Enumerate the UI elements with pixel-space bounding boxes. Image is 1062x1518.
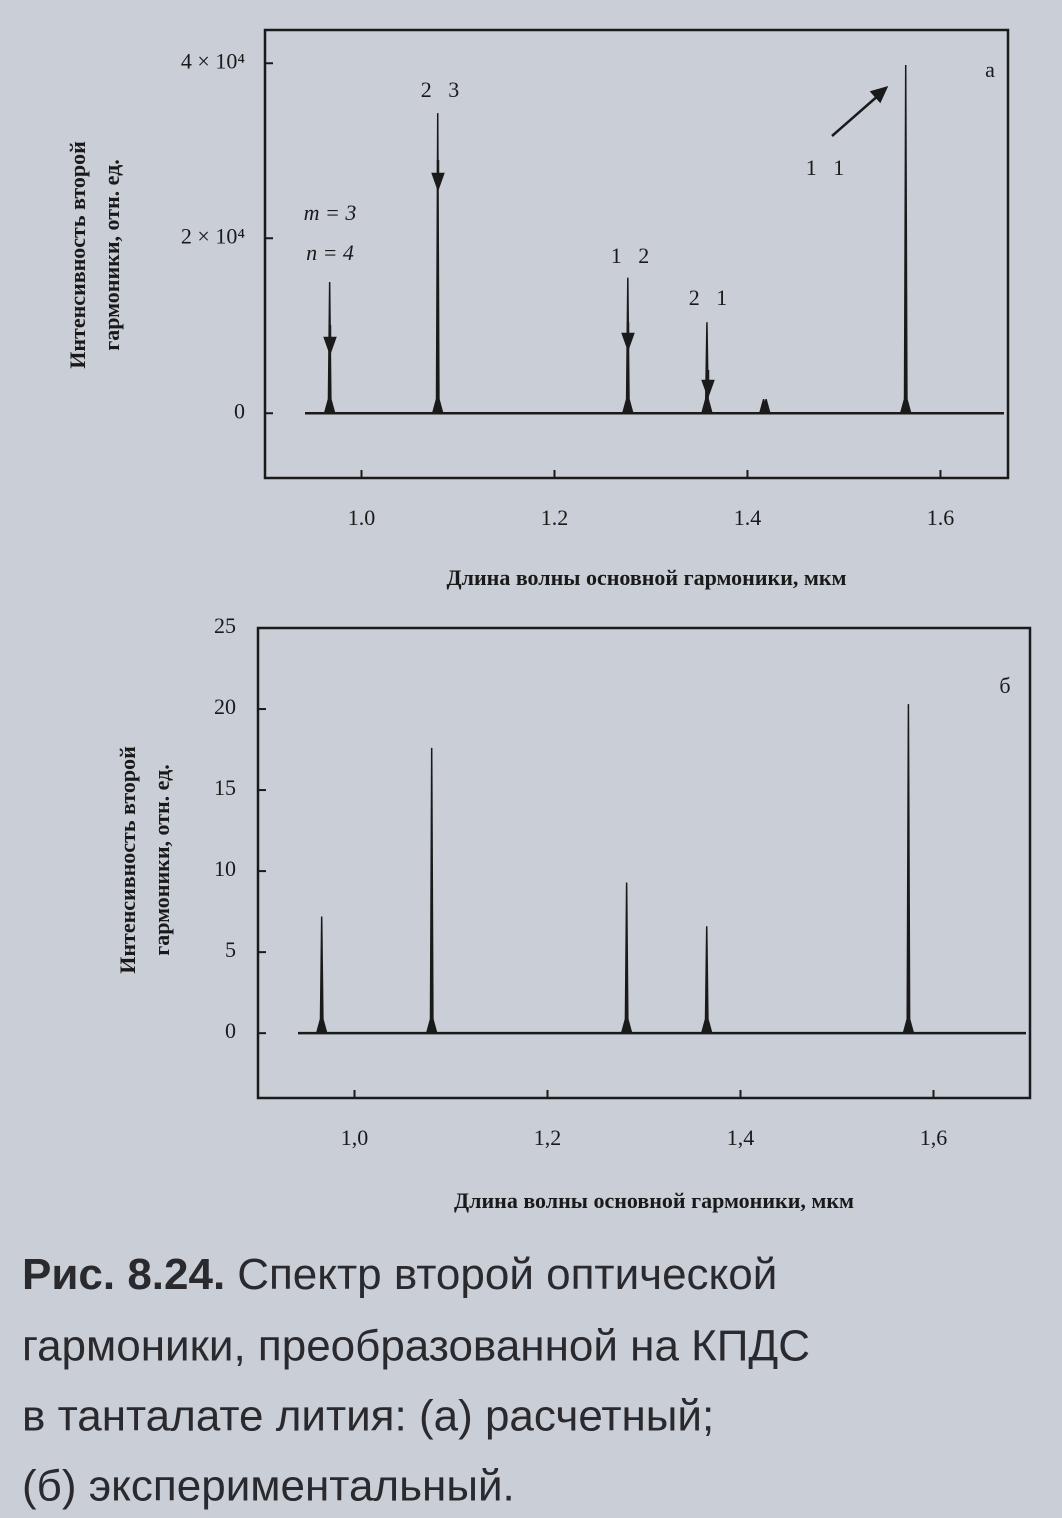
panel-label: б [999, 673, 1010, 698]
y-tick-label: 5 [225, 937, 236, 962]
y-tick-label: 25 [214, 613, 236, 638]
caption-line: гармоники, преобразованной на КПДС [22, 1322, 810, 1371]
y-tick-label: 10 [214, 856, 236, 881]
annotation: 1 2 [611, 243, 650, 268]
x-axis-label: Длина волны основной гармоники, мкм [446, 565, 846, 590]
x-tick-label: 1.4 [734, 505, 762, 530]
x-tick-label: 1.0 [348, 505, 376, 530]
x-tick-label: 1,4 [727, 1125, 755, 1150]
annotation: 1 1 [806, 155, 845, 180]
y-axis-label: гармоники, отн. ед. [99, 159, 124, 351]
y-tick-label: 20 [214, 694, 236, 719]
panel-label: а [985, 57, 995, 82]
peak [431, 113, 444, 414]
caption-line: в танталате лития: (а) расчетный; [22, 1392, 714, 1441]
caption-line: Рис. 8.24. Спектр второй оптической [22, 1250, 777, 1299]
peak [758, 399, 771, 414]
x-tick-label: 1,6 [920, 1125, 948, 1150]
y-tick-label: 2 × 10⁴ [181, 223, 245, 248]
peak [425, 747, 438, 1034]
annotation: 2 1 [689, 285, 728, 310]
plot-frame [256, 626, 1032, 1100]
y-axis-label: Интенсивность второй [65, 141, 90, 369]
y-axis-label: гармоники, отн. ед. [149, 764, 174, 956]
peak [700, 926, 713, 1034]
peak [621, 277, 634, 414]
y-tick-label: 15 [214, 775, 236, 800]
x-tick-label: 1,2 [534, 1125, 562, 1150]
caption-label: Рис. 8.24. [22, 1250, 225, 1299]
annotation: m = 3 [304, 200, 357, 225]
x-tick-label: 1.2 [541, 505, 569, 530]
arrow-head [869, 86, 889, 104]
caption-line: (б) экспериментальный. [22, 1462, 515, 1511]
peak [700, 322, 713, 414]
caption-text: Спектр второй оптической [237, 1250, 777, 1299]
y-axis-label: Интенсивность второй [115, 746, 140, 974]
peak [323, 281, 336, 414]
peak [315, 916, 328, 1034]
peak [899, 64, 912, 414]
y-tick-label: 0 [234, 398, 245, 423]
annotation: 2 3 [421, 77, 460, 102]
arrow [831, 93, 881, 137]
plot-frame [263, 28, 1010, 480]
x-axis-label: Длина волны основной гармоники, мкм [454, 1188, 854, 1213]
y-tick-label: 0 [225, 1018, 236, 1043]
peak [902, 704, 915, 1034]
annotation: n = 4 [306, 240, 354, 265]
y-tick-label: 4 × 10⁴ [181, 48, 245, 73]
x-tick-label: 1.6 [927, 505, 955, 530]
peak [620, 882, 633, 1034]
x-tick-label: 1,0 [341, 1125, 369, 1150]
